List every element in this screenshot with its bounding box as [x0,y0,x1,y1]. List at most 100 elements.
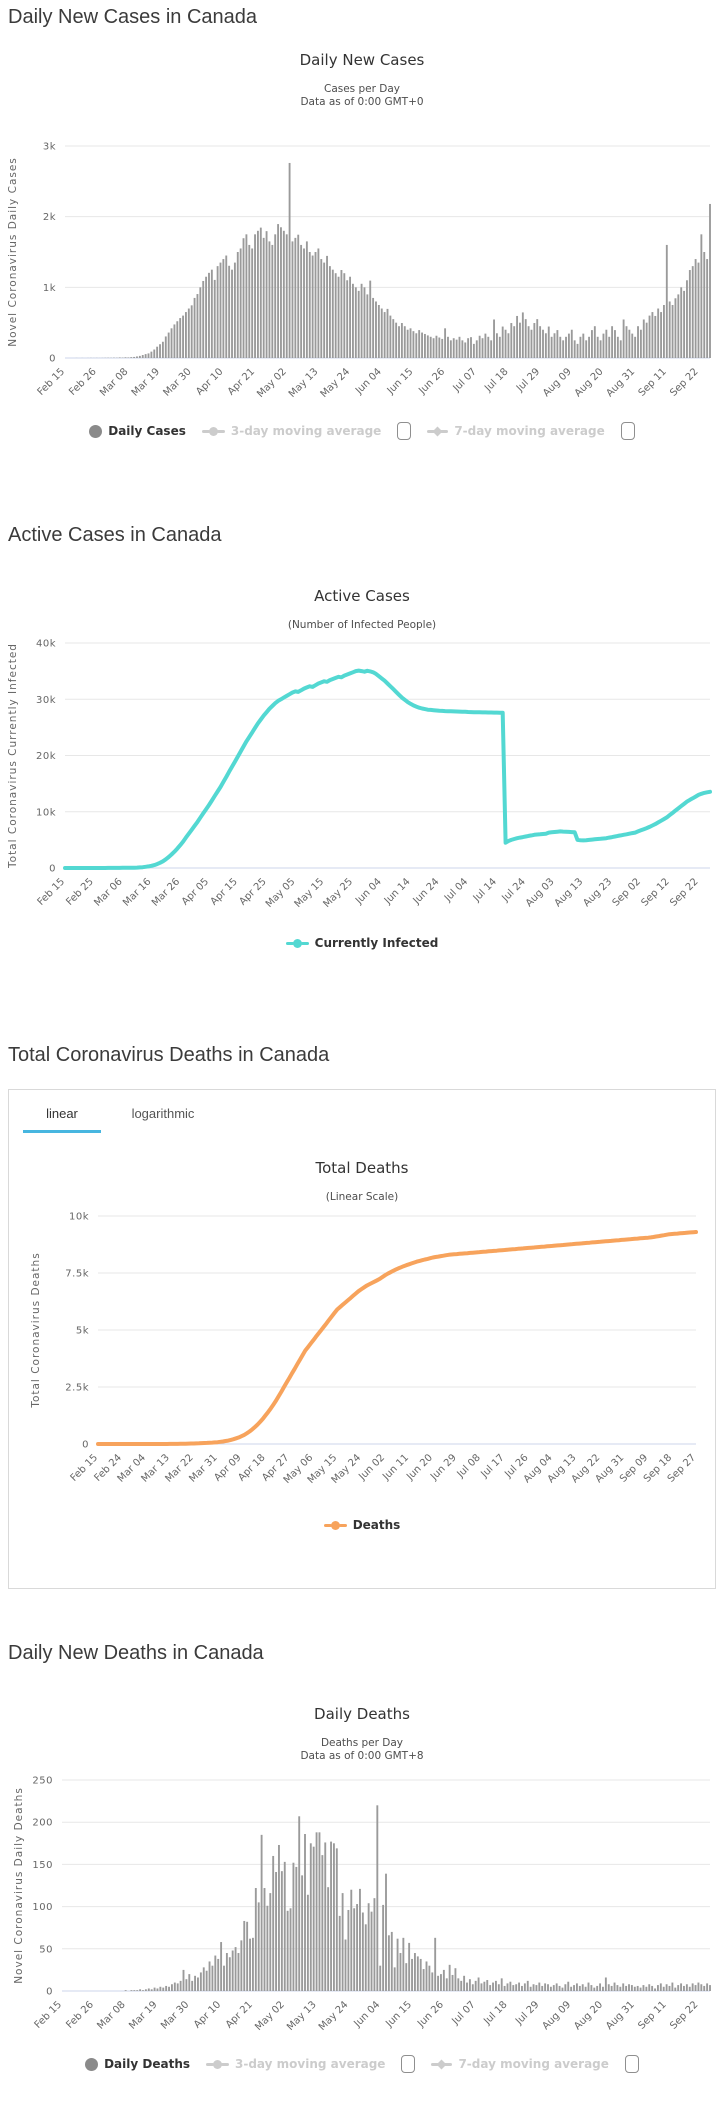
bar [369,280,372,358]
bar [320,259,323,358]
x-tick-label: Jun 15 [385,366,416,397]
bar [130,357,133,358]
bar [280,1871,283,1991]
bar [683,290,686,358]
bar [625,1985,628,1991]
x-tick-label: Aug 23 [581,876,614,909]
bar [703,252,706,358]
legend-item-7day-avg[interactable]: 7-day moving average [427,424,605,438]
bar [559,336,562,358]
bar [133,356,136,358]
x-tick-label: Jul 17 [478,1452,506,1480]
legend-item-daily-cases[interactable]: Daily Cases [89,424,186,438]
bar [210,269,213,358]
x-tick-label: Sep 11 [636,1999,668,2031]
bar [567,1981,570,1991]
y-axis-title: Novel Coronavirus Daily Cases [7,157,19,347]
bar [570,329,573,358]
bar [628,1984,630,1991]
legend-item-7day-avg[interactable]: 7-day moving average [431,2057,609,2071]
bar [193,297,196,358]
bar [642,1985,645,1991]
bar [191,1980,194,1991]
bar [199,1972,202,1991]
bar [288,162,291,358]
x-tick-label: Sep 11 [637,366,669,398]
bar [344,1939,347,1991]
bar [357,290,360,358]
bar [536,319,539,358]
7day-avg-checkbox[interactable] [624,2055,639,2073]
bar [205,276,208,358]
legend-item-daily-deaths[interactable]: Daily Deaths [85,2057,190,2071]
bar [346,280,349,358]
legend-item-3day-avg[interactable]: 3-day moving average [206,2057,385,2071]
x-tick-label: Sep 22 [668,366,700,398]
3day-avg-checkbox[interactable] [401,2055,416,2073]
bar [292,1862,295,1991]
bar [663,305,665,358]
bar [463,1975,466,1991]
bar [419,1958,422,1991]
bar [619,340,622,358]
bar [141,355,144,358]
bar [512,1985,515,1991]
bar [416,1956,419,1991]
bar [431,1972,434,1991]
bar [208,1961,211,1991]
bar [668,301,671,358]
x-tick-label: Mar 19 [127,1999,159,2031]
bar [359,1888,361,1991]
bar [464,342,467,358]
bar [170,328,173,358]
bar [349,276,351,358]
bar [356,1904,359,1991]
bar [532,1984,535,1991]
bar [697,262,700,358]
bar [519,322,521,358]
bar [515,1984,518,1991]
bar [318,1832,321,1991]
bar [616,336,619,358]
bar [480,1983,483,1991]
bar [392,319,395,358]
bar [654,315,657,358]
scale-tabs: linear logarithmic [9,1090,715,1133]
bar [373,1898,376,1991]
bar [634,336,637,358]
7day-avg-checkbox[interactable] [620,422,635,440]
bar [550,336,553,358]
bar [570,1986,573,1991]
bar [637,326,639,358]
y-tick-label: 2.5k [65,1383,89,1394]
bar [529,1986,532,1991]
legend-item-currently-infected[interactable]: Currently Infected [285,936,438,950]
bar [421,332,423,358]
bar [544,1983,547,1991]
bar [266,1905,269,1991]
x-tick-label: Feb 15 [36,876,68,908]
bar [393,1967,396,1991]
legend-item-3day-avg[interactable]: 3-day moving average [201,424,381,438]
bar [471,1984,474,1991]
x-tick-label: Feb 26 [64,1999,96,2031]
bar [458,336,461,358]
bar [182,1969,185,1991]
x-tick-label: Feb 26 [67,366,99,398]
x-tick-label: May 24 [317,1999,351,2033]
tab-linear[interactable]: linear [23,1106,101,1133]
legend-item-deaths[interactable]: Deaths [323,1518,400,1532]
bar [498,336,501,358]
bar [445,1978,448,1991]
tab-logarithmic[interactable]: logarithmic [131,1106,195,1121]
bar [587,1982,590,1991]
bar [541,1985,544,1991]
bar [219,262,222,358]
bar [596,336,599,358]
bar [379,1965,382,1991]
3day-avg-checkbox[interactable] [397,422,412,440]
bar [440,1974,442,1991]
x-tick-label: Jun 02 [356,1452,387,1483]
x-tick-label: May 24 [319,366,353,400]
bar [399,1953,402,1991]
